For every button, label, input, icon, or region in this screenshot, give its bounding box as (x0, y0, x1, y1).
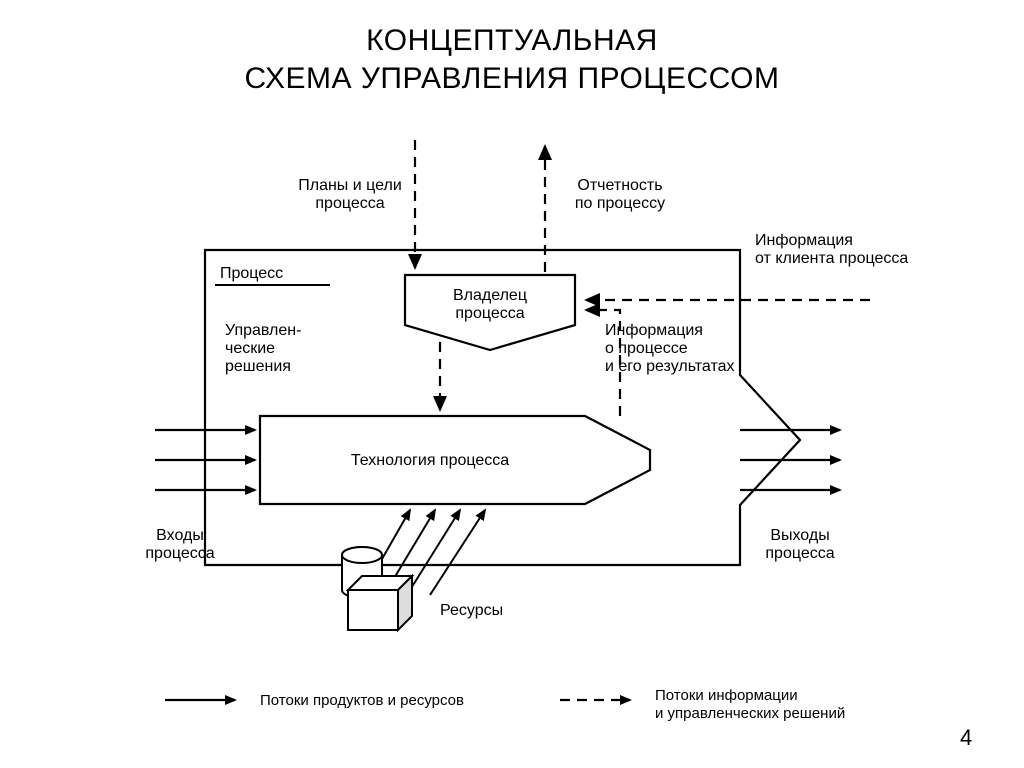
plans-label-2: процесса (315, 195, 384, 212)
client-info-2: от клиента процесса (755, 250, 908, 267)
owner-label-1: Владелец (453, 287, 527, 304)
client-info-1: Информация (755, 232, 853, 249)
outputs-label-2: процесса (765, 545, 834, 562)
diagram-canvas: Процесс Владелец процесса Технология про… (0, 0, 1024, 768)
legend-dashed-label-2: и управленческих решений (655, 705, 845, 722)
outputs-label-1: Выходы (770, 527, 829, 544)
inputs-label-2: процесса (145, 545, 214, 562)
owner-label-2: процесса (455, 305, 524, 322)
resources-label: Ресурсы (440, 602, 503, 619)
inputs-label-1: Входы (156, 527, 204, 544)
plans-label-1: Планы и цели (298, 177, 402, 194)
legend-solid-label: Потоки продуктов и ресурсов (260, 692, 464, 709)
page-number: 4 (960, 725, 972, 750)
decisions-label-2: ческие (225, 340, 275, 357)
reporting-label-1: Отчетность (577, 177, 662, 194)
technology-label: Технология процесса (351, 452, 509, 469)
process-label: Процесс (220, 265, 283, 282)
info-results-3: и его результатах (605, 358, 735, 375)
resource-cube-icon (348, 576, 412, 630)
decisions-label-3: решения (225, 358, 291, 375)
reporting-label-2: по процессу (575, 195, 665, 212)
info-results-2: о процессе (605, 340, 688, 357)
legend-dashed-label-1: Потоки информации (655, 687, 798, 704)
decisions-label-1: Управлен- (225, 322, 301, 339)
